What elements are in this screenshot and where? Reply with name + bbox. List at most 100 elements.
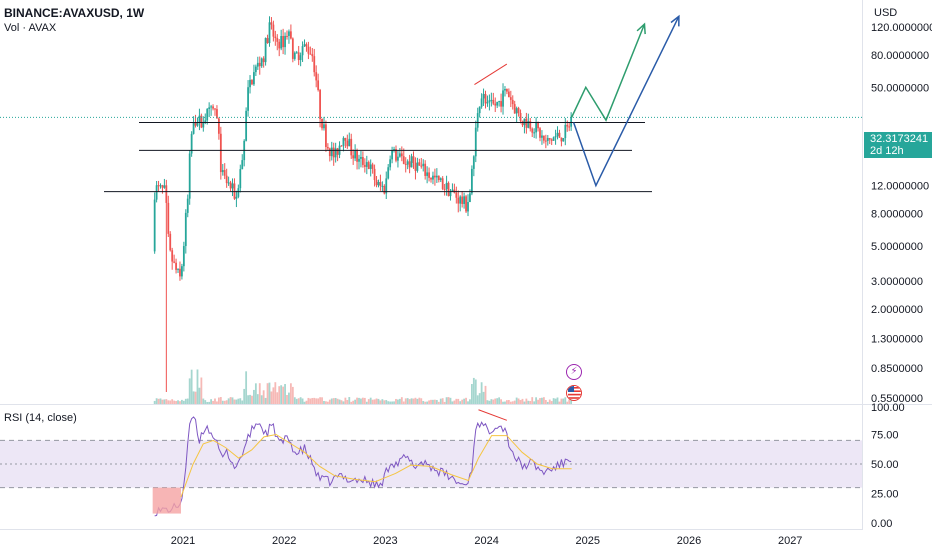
candle-body — [171, 250, 173, 261]
rsi-tick-label: 75.00 — [871, 430, 899, 442]
rsi-tick-label: 50.00 — [871, 459, 899, 471]
candle-body — [537, 123, 539, 129]
volume-bar — [315, 398, 317, 404]
volume-bar — [331, 398, 333, 404]
candle-body — [169, 234, 171, 250]
volume-bar — [163, 399, 165, 404]
candle-body — [158, 185, 160, 186]
volume-bar — [467, 401, 469, 404]
candle-body — [436, 176, 438, 178]
volume-bar — [477, 395, 479, 404]
candle-body — [411, 156, 413, 167]
volume-bar — [156, 398, 158, 404]
volume-bar — [518, 398, 520, 404]
candle-body — [428, 172, 430, 177]
volume-bar — [376, 398, 378, 404]
volume-bar — [401, 397, 403, 404]
volume-bar — [154, 401, 156, 404]
volume-bar — [306, 401, 308, 404]
volume-bar — [282, 387, 284, 404]
candle-body — [344, 138, 346, 141]
candle-body — [418, 162, 420, 165]
volume-bar — [541, 398, 543, 404]
candle-body — [195, 123, 197, 126]
candle-body — [422, 164, 424, 166]
candle-body — [241, 160, 243, 169]
candle-body — [457, 198, 459, 204]
candle-body — [274, 37, 276, 38]
rsi-indicator-label[interactable]: RSI (14, close) — [4, 412, 77, 424]
candle-body — [510, 97, 512, 100]
volume-bar — [175, 401, 177, 404]
candle-body — [237, 188, 239, 197]
volume-bar — [490, 399, 492, 404]
candle-body — [479, 107, 481, 113]
lightning-icon[interactable]: ⚡ — [566, 364, 582, 380]
candle-body — [325, 124, 327, 147]
volume-bar — [514, 401, 516, 404]
volume-bar — [327, 402, 329, 404]
volume-indicator-label[interactable]: Vol · AVAX — [4, 22, 56, 34]
candle-body — [403, 156, 405, 164]
candle-body — [430, 178, 432, 180]
volume-bar — [450, 398, 452, 404]
volume-bar — [276, 392, 278, 404]
volume-bar — [485, 386, 487, 404]
volume-bar — [317, 398, 319, 404]
volume-bar — [253, 390, 255, 404]
volume-bar — [510, 402, 512, 404]
volume-bar — [352, 401, 354, 404]
volume-bar — [337, 399, 339, 404]
volume-bar — [564, 397, 566, 404]
volume-bar — [208, 402, 210, 404]
candle-body — [362, 157, 364, 165]
candle-body — [177, 269, 179, 270]
volume-bar — [181, 400, 183, 404]
us-flag-icon[interactable] — [566, 385, 582, 401]
volume-bar — [245, 371, 247, 404]
symbol-title[interactable]: BINANCE:AVAXUSD, 1W — [4, 6, 144, 20]
candle-body — [481, 98, 483, 106]
candle-body — [562, 138, 564, 141]
volume-bar — [545, 400, 547, 404]
candle-body — [296, 52, 298, 53]
volume-bar — [502, 402, 504, 404]
candle-body — [541, 136, 543, 138]
candle-body — [255, 67, 257, 73]
volume-bar — [479, 393, 481, 404]
volume-bar — [446, 397, 448, 404]
volume-bar — [267, 383, 269, 404]
volume-bar — [356, 398, 358, 404]
candle-body — [471, 169, 473, 193]
candle-body — [269, 22, 271, 43]
volume-bar — [381, 399, 383, 404]
candle-body — [483, 94, 485, 98]
volume-bar — [187, 399, 189, 404]
candle-body — [282, 36, 284, 47]
price-tick-label: 80.0000000 — [871, 50, 929, 62]
candle-body — [504, 89, 506, 90]
volume-bar — [547, 402, 549, 404]
volume-bar — [313, 398, 315, 404]
candle-body — [224, 170, 226, 176]
volume-bar — [300, 397, 302, 404]
volume-bar — [362, 398, 364, 404]
volume-bar — [237, 399, 239, 404]
candle-body — [424, 164, 426, 176]
volume-bar — [261, 395, 263, 404]
candle-body — [438, 176, 440, 180]
currency-selector[interactable]: USD — [874, 7, 897, 19]
candle-body — [239, 169, 241, 188]
price-tick-label: 50.0000000 — [871, 82, 929, 94]
volume-bar — [232, 397, 234, 404]
bar-countdown: 2d 12h — [870, 145, 932, 157]
volume-bar — [171, 399, 173, 404]
candle-body — [535, 123, 537, 133]
volume-bar — [189, 378, 191, 404]
volume-bar — [193, 391, 195, 404]
candle-body — [199, 116, 201, 123]
price-tick-label: 3.0000000 — [871, 276, 923, 288]
volume-bar — [200, 377, 202, 404]
candle-body — [183, 246, 185, 266]
